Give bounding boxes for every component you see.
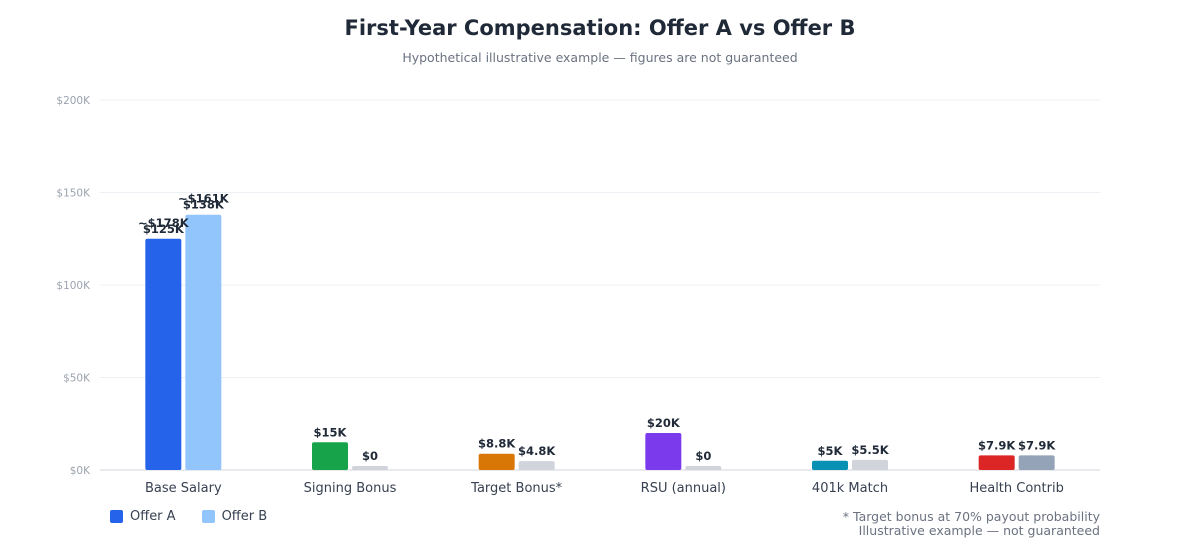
bar-base-salary-offer-b [185,214,222,470]
bar-health-contrib-offer-a [978,455,1015,470]
legend-swatch-offer-a [110,510,123,523]
bar-signing-bonus-offer-a [312,442,348,470]
legend-swatch-offer-b [201,510,215,523]
footnote-bonus: * Target bonus at 70% payout probability [842,509,1100,524]
x-tick-label: RSU (annual) [641,481,726,496]
bar-health-contrib-offer-b [1018,455,1055,470]
bar-target-bonus-offer-b [518,461,555,470]
data-label-target-bonus-offer-a: $8.8K [478,437,516,451]
y-tick-label: $100K [56,280,91,292]
bar-401k-match-offer-b [852,459,888,470]
y-tick-label: $150K [56,188,91,200]
bar-signing-bonus-offer-b [352,466,388,470]
bar-base-salary-offer-a [145,238,182,470]
x-tick-label: Target Bonus* [470,481,562,496]
legend-label-offer-a: Offer A [130,509,176,524]
bar-target-bonus-offer-a [478,453,515,470]
bar-rsu-annual-offer-a [645,433,682,470]
annotation-base-salary-offer-b: ~$161K [178,192,230,206]
chart-title: First-Year Compensation: Offer A vs Offe… [344,16,856,40]
data-label-401k-match-offer-b: $5.5K [851,443,889,457]
annotation-base-salary-offer-a: ~$178K [138,216,190,230]
legend-item-offer-b: Offer B [201,509,268,524]
data-label-rsu-annual-offer-a: $20K [647,416,681,430]
bar-401k-match-offer-a [812,460,848,470]
data-label-health-contrib-offer-a: $7.9K [978,438,1016,452]
x-tick-label: Health Contrib [969,481,1063,496]
y-tick-label: $200K [56,95,91,107]
data-label-target-bonus-offer-b: $4.8K [518,444,556,458]
footnote: * Target bonus at 70% payout probability… [843,510,1100,538]
y-tick-label: $50K [63,373,91,385]
data-label-base-salary-offer-b: $138K [183,198,225,212]
x-tick-label: Signing Bonus [304,481,397,496]
legend-item-offer-a: Offer A [110,509,176,524]
bar-rsu-annual-offer-b [685,466,722,470]
footnote-disclaimer: Illustrative example — not guaranteed [858,523,1100,538]
x-tick-label: 401k Match [812,481,888,496]
y-tick-label: $0K [70,465,91,477]
data-label-health-contrib-offer-b: $7.9K [1018,438,1056,452]
data-label-401k-match-offer-a: $5K [818,444,844,458]
legend: Offer A Offer B [110,509,267,524]
data-label-rsu-annual-offer-b: $0 [695,449,711,463]
data-label-signing-bonus-offer-a: $15K [314,425,348,439]
x-tick-label: Base Salary [145,481,222,496]
legend-label-offer-b: Offer B [221,509,268,524]
chart-subtitle: Hypothetical illustrative example — figu… [402,50,798,65]
data-label-base-salary-offer-a: $125K [143,222,185,236]
data-label-signing-bonus-offer-b: $0 [362,449,378,463]
